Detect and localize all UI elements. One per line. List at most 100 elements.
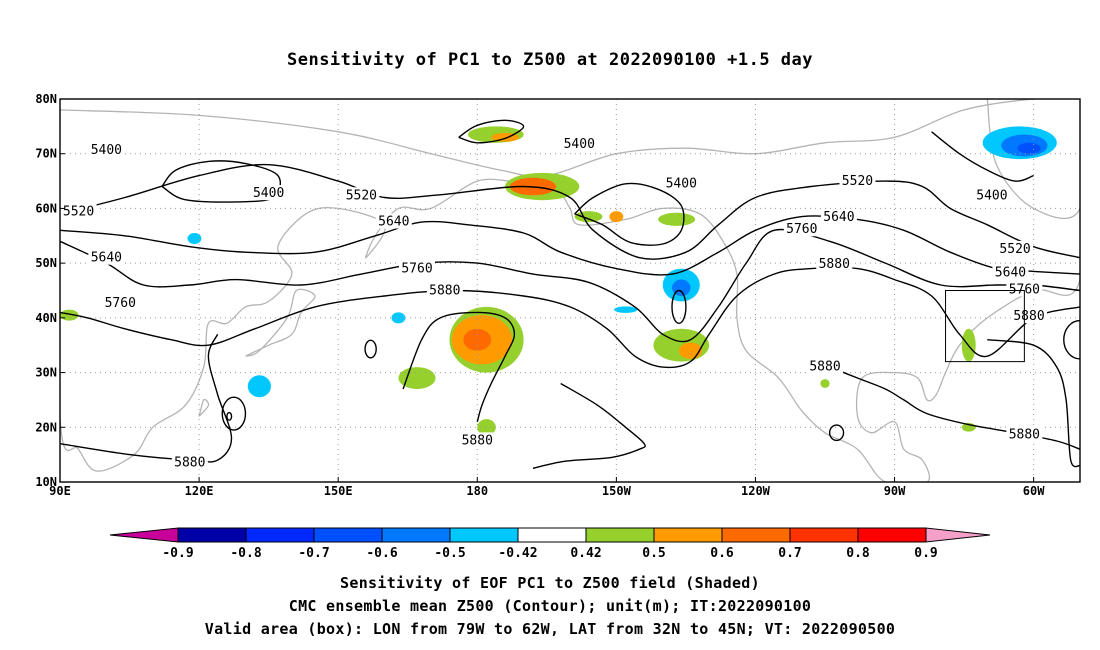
contour-label-bg-5880-4 xyxy=(1006,426,1043,442)
colorbar-segment-0 xyxy=(177,527,247,543)
coastline-layer xyxy=(60,99,1080,482)
contour-label-bg-5880-6 xyxy=(171,454,208,470)
contour-label-5880-4: 5880 xyxy=(1009,427,1040,442)
contour-label-bg-5640-1 xyxy=(820,209,857,225)
lon-label-1: 120E xyxy=(185,484,214,498)
contour-label-5400-4: 5400 xyxy=(976,188,1007,203)
lat-label-3: 50N xyxy=(35,256,57,270)
contour-label-bg-5640-0 xyxy=(375,213,412,229)
contour-5760-0 xyxy=(60,228,1080,343)
contour-label-5880-5: 5880 xyxy=(462,433,493,448)
contour-label-bg-5880-1 xyxy=(426,282,463,298)
contour-label-bg-5520-2 xyxy=(997,240,1034,256)
lon-label-5: 120W xyxy=(741,484,771,498)
contour-label-5640-1: 5640 xyxy=(823,210,854,225)
colorbar-label-4: -0.5 xyxy=(434,546,465,561)
lat-label-0: 80N xyxy=(35,92,57,106)
coastline-0 xyxy=(60,99,1080,482)
sensitivity-area-25 xyxy=(614,306,638,313)
contour-5880-1 xyxy=(60,333,233,463)
contour-5400-0 xyxy=(458,119,525,144)
contour-label-5520-1: 5520 xyxy=(842,174,873,189)
colorbar-segment-10 xyxy=(857,527,927,543)
contour-label-5520-0: 5520 xyxy=(346,188,377,203)
colorbar-label-3: -0.6 xyxy=(366,546,397,561)
valid-area-layer xyxy=(945,290,1025,363)
contour-closed-4 xyxy=(671,289,687,325)
contour-label-5400-2: 5400 xyxy=(666,176,697,191)
sensitivity-area-23 xyxy=(247,375,271,398)
colorbar-label-8: 0.6 xyxy=(710,546,734,561)
lon-label-6: 90W xyxy=(884,484,906,498)
contour-label-5880-1: 5880 xyxy=(429,284,460,299)
contour-closed-0 xyxy=(221,396,247,431)
colorbar-segment-1 xyxy=(245,527,315,543)
sensitivity-area-16 xyxy=(820,379,830,388)
contour-label-bg-5520-3 xyxy=(60,203,97,219)
colorbar-segment-6 xyxy=(585,527,655,543)
colorbar-segment-7 xyxy=(653,527,723,543)
sensitivity-area-11 xyxy=(477,419,496,436)
colorbar-segment-2 xyxy=(313,527,383,543)
contour-label-5640-3: 5640 xyxy=(91,251,122,266)
lat-label-6: 20N xyxy=(35,420,57,434)
contour-layer xyxy=(60,119,1080,469)
valid-area-box xyxy=(945,290,1025,363)
contour-label-bg-5400-3 xyxy=(250,185,287,201)
contour-label-5520-2: 5520 xyxy=(999,242,1030,257)
contour-closed-3 xyxy=(828,424,845,442)
contour-5520-0 xyxy=(60,163,1080,260)
contour-label-bg-5760-2 xyxy=(1006,281,1043,297)
contour-label-bg-5760-3 xyxy=(102,295,139,311)
lon-label-0: 90E xyxy=(49,484,71,498)
colorbar-arrow-right xyxy=(925,527,991,543)
lat-label-2: 60N xyxy=(35,201,57,215)
contour-closed-1 xyxy=(226,411,233,421)
sensitivity-area-24 xyxy=(391,312,406,324)
sensitivity-area-5 xyxy=(609,211,624,223)
colorbar: -0.9 -0.8 -0.7 -0.6 -0.5 -0.42 0.42 0.5 0.6 0.7 0.… xyxy=(109,527,991,561)
contour-label-bg-5880-0 xyxy=(816,256,853,272)
lon-label-3: 180 xyxy=(466,484,488,498)
colorbar-arrow-left xyxy=(109,527,179,543)
contour-label-bg-5640-2 xyxy=(992,264,1029,280)
contour-5400-1 xyxy=(574,182,685,246)
axis-labels-layer: 90E 120E 150E 180 150W 120W 90W 60W 80N 70N 60N 50N… xyxy=(35,92,1045,498)
sensitivity-area-26 xyxy=(187,233,202,244)
contour-5880-3 xyxy=(532,382,646,469)
contour-label-bg-5880-2 xyxy=(1011,308,1047,324)
contour-closed-2 xyxy=(364,339,377,359)
contour-label-5640-2: 5640 xyxy=(995,265,1026,280)
colorbar-label-10: 0.8 xyxy=(846,546,870,561)
lat-label-7: 10N xyxy=(35,475,57,489)
contour-label-bg-5760-1 xyxy=(399,260,435,276)
colorbar-segment-4 xyxy=(449,527,519,543)
colorbar-segment-9 xyxy=(789,527,859,543)
contour-label-bg-5880-3 xyxy=(807,358,843,374)
lon-label-7: 60W xyxy=(1023,484,1045,498)
contour-label-5400-3: 5400 xyxy=(253,186,284,201)
colorbar-label-1: -0.8 xyxy=(230,546,261,561)
lon-label-2: 150E xyxy=(324,484,353,498)
contour-label-bg-5760-0 xyxy=(783,221,820,237)
colorbar-segment-8 xyxy=(721,527,791,543)
contour-label-bg-5400-4 xyxy=(973,187,1010,203)
map-frame xyxy=(59,98,1081,483)
caption-valid-area: Valid area (box): LON from 79W to 62W, L… xyxy=(204,620,896,638)
contour-label-5880-3: 5880 xyxy=(809,360,840,375)
lat-label-4: 40N xyxy=(35,311,57,325)
sensitivity-area-6 xyxy=(658,212,696,226)
contour-label-bg-5400-2 xyxy=(663,175,700,191)
colorbar-label-0: -0.9 xyxy=(162,546,193,561)
contour-label-5520-3: 5520 xyxy=(63,205,94,220)
contour-5640-0 xyxy=(60,215,1080,276)
gridline-layer xyxy=(60,99,1080,482)
contour-label-5760-1: 5760 xyxy=(401,262,432,277)
colorbar-label-7: 0.5 xyxy=(642,546,665,561)
colorbar-label-6: 0.42 xyxy=(570,546,601,561)
contour-label-bg-5880-5 xyxy=(459,432,496,448)
contour-label-5880-0: 5880 xyxy=(819,257,850,272)
lat-label-1: 70N xyxy=(35,147,57,161)
contour-5400-2 xyxy=(161,160,281,203)
